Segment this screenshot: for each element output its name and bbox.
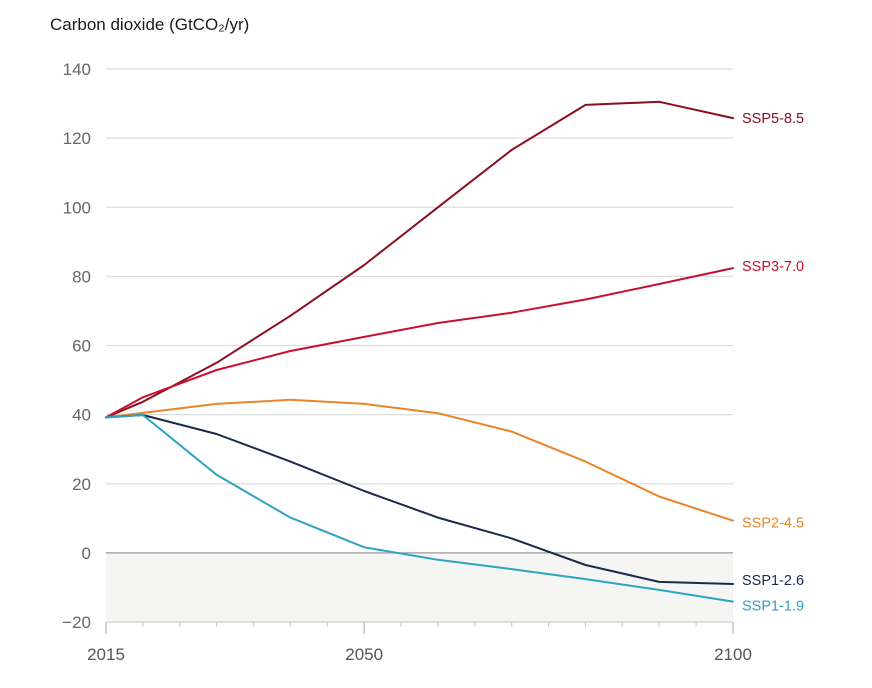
y-tick-label: 100 <box>63 198 91 217</box>
x-tick-label: 2050 <box>345 645 383 664</box>
series-line-ssp3-7-0 <box>105 267 734 419</box>
series-line-ssp2-4-5 <box>105 398 734 522</box>
y-tick-label: 60 <box>72 337 91 356</box>
x-tick-label: 2015 <box>87 645 125 664</box>
x-axis: 2015 2050 2100 <box>87 621 752 664</box>
y-tick-label: 140 <box>63 60 91 79</box>
series-line-ssp1-2-6 <box>105 414 734 585</box>
x-tick-label: 2100 <box>714 645 752 664</box>
y-tick-label: 80 <box>72 267 91 286</box>
series-line-ssp5-8-5 <box>105 100 734 419</box>
y-tick-label: 120 <box>63 129 91 148</box>
y-tick-label: 0 <box>82 544 91 563</box>
y-tick-label: −20 <box>62 613 91 632</box>
y-tick-label: 20 <box>72 475 91 494</box>
series-label-ssp1-2-6: SSP1-2.6 <box>742 573 804 589</box>
chart-title: Carbon dioxide (GtCO₂/yr) <box>50 15 249 34</box>
y-tick-label: 40 <box>72 406 91 425</box>
series-line-ssp1-1-9 <box>105 414 734 603</box>
series-label-ssp2-4-5: SSP2-4.5 <box>742 516 804 532</box>
gridlines <box>106 68 733 554</box>
y-axis-tick-labels: −20 0 20 40 60 80 100 120 140 <box>62 60 91 632</box>
series-label-ssp5-8-5: SSP5-8.5 <box>742 111 804 127</box>
series-label-ssp3-7-0: SSP3-7.0 <box>742 259 804 275</box>
series-lines <box>105 100 734 603</box>
series-label-ssp1-1-9: SSP1-1.9 <box>742 599 804 615</box>
negative-region-shade <box>106 552 733 622</box>
series-labels: SSP5-8.5 SSP3-7.0 SSP2-4.5 SSP1-2.6 SSP1-1.9 <box>742 111 804 615</box>
